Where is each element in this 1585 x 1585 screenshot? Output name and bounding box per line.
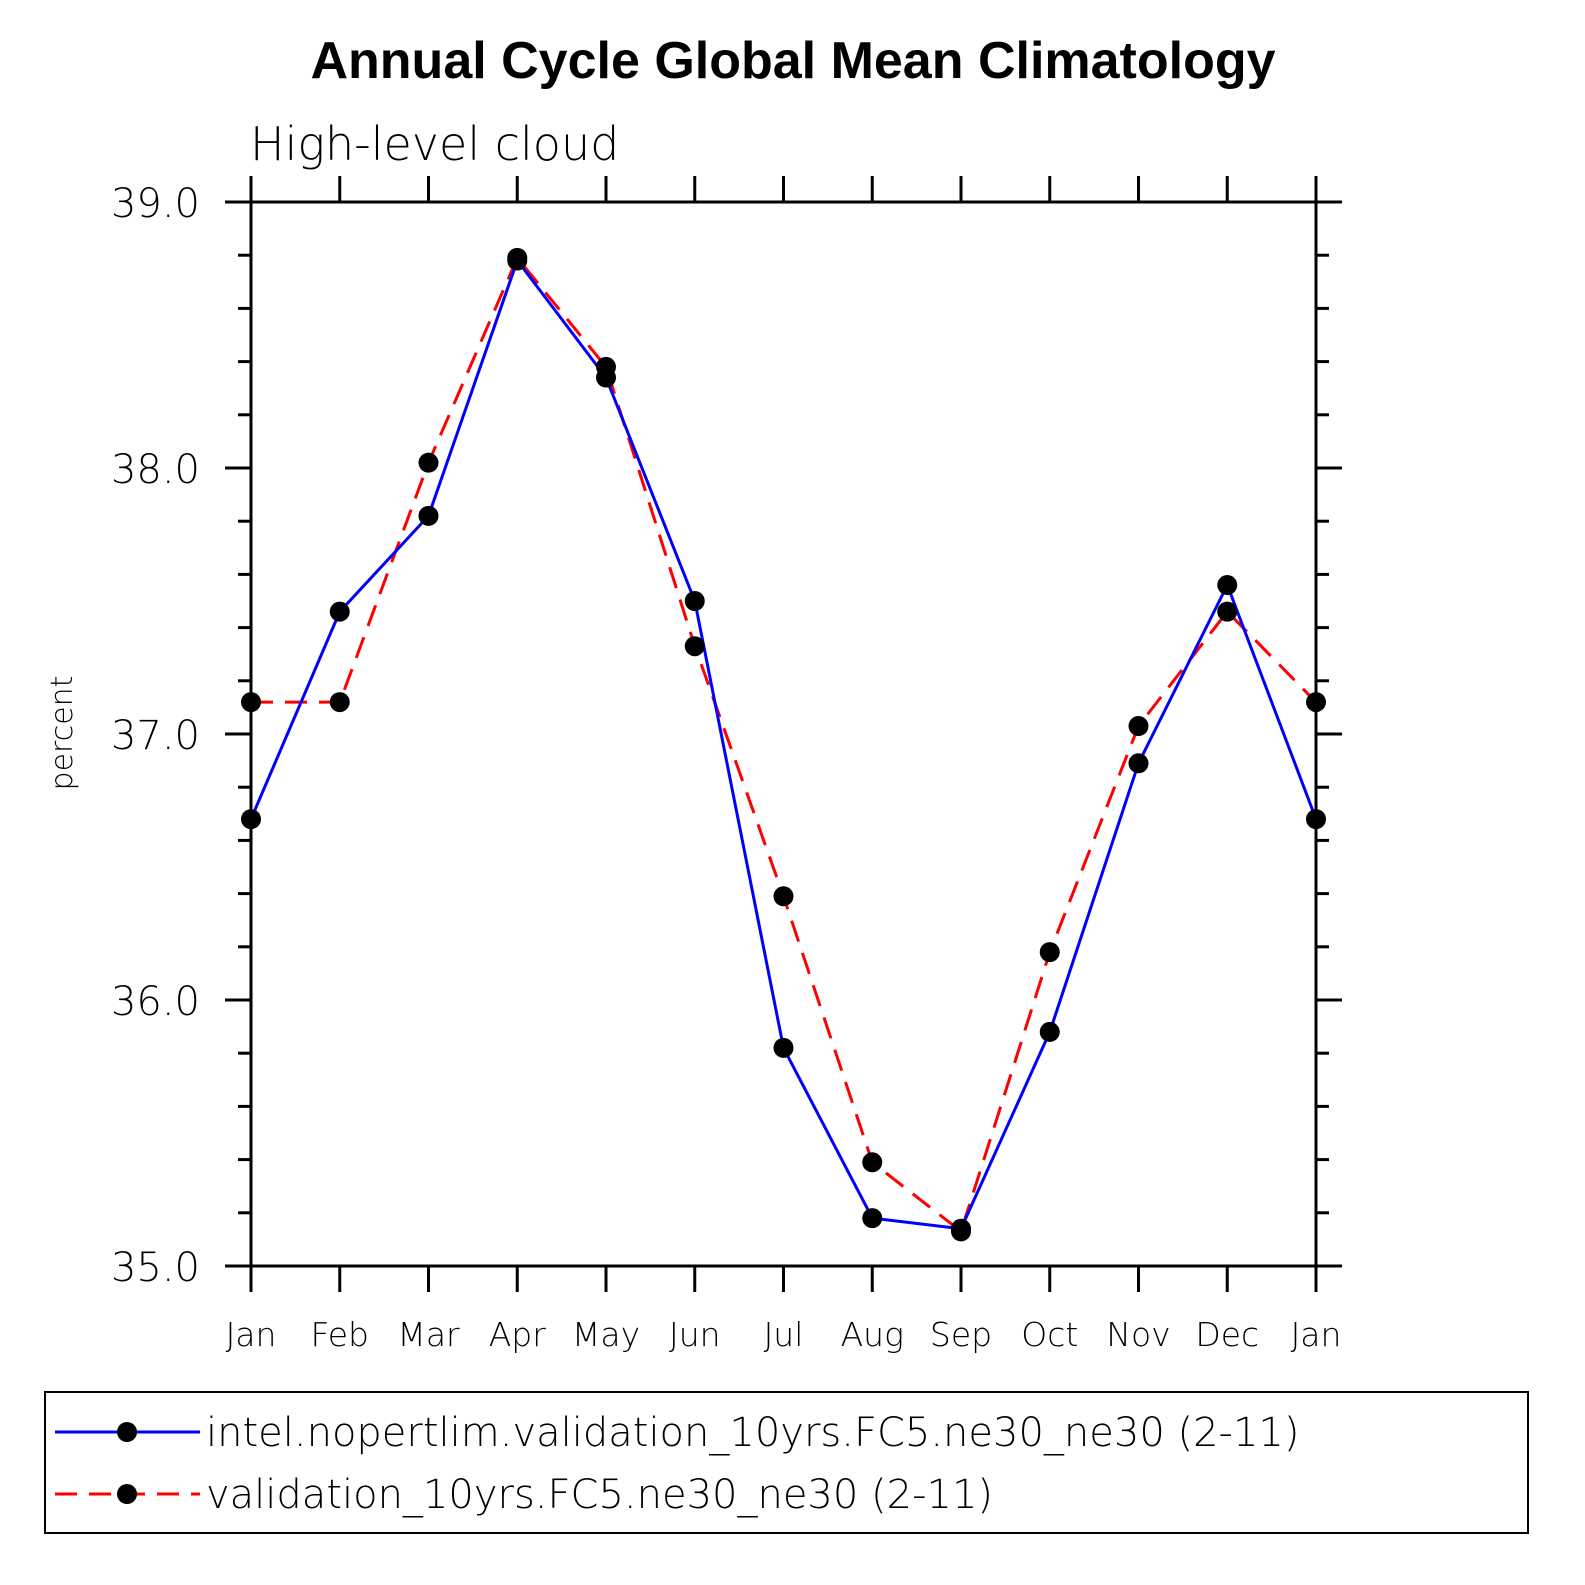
x-tick-label: Jan — [1291, 1315, 1342, 1354]
axis-ticks — [225, 176, 1342, 1292]
plot-frame — [249, 200, 1318, 1268]
series-line-0 — [249, 259, 1318, 1231]
x-tick-label: Aug — [841, 1315, 904, 1354]
series-0-point — [1217, 575, 1238, 596]
series-0-point — [684, 591, 705, 611]
series-1-point — [862, 1152, 883, 1173]
series-1-point — [684, 636, 705, 657]
series-0-point — [418, 505, 439, 526]
series-1-point — [951, 1221, 971, 1242]
chart-title: Annual Cycle Global Mean Climatology — [310, 32, 1275, 90]
y-tick-label: 38.0 — [111, 447, 200, 493]
series-1-point — [329, 692, 350, 713]
series-0-point — [1039, 1021, 1060, 1042]
series-1-point — [1217, 601, 1238, 622]
series-0-point — [862, 1208, 883, 1229]
y-tick-labels: 35.0 36.0 37.0 38.0 39.0 — [111, 181, 200, 1291]
y-tick-label: 39.0 — [111, 181, 200, 227]
x-tick-label: Jul — [764, 1315, 804, 1354]
series-1-point — [596, 356, 616, 377]
legend-label-0: intel.nopertlim.validation_10yrs.FC5.ne3… — [206, 1410, 1299, 1456]
series-1-point — [1128, 716, 1149, 737]
series-0-point — [773, 1037, 794, 1058]
x-tick-label: Oct — [1021, 1315, 1078, 1354]
series-line-1 — [251, 256, 1318, 1233]
x-tick-label: Jun — [669, 1315, 721, 1354]
chart-subtitle: High-level cloud — [250, 117, 619, 171]
x-tick-label: May — [572, 1315, 640, 1354]
series-1-point — [418, 452, 439, 473]
series-1-point — [773, 886, 794, 907]
series-1-point — [507, 247, 528, 268]
series-0-point — [1306, 809, 1326, 830]
y-tick-label: 36.0 — [111, 979, 200, 1025]
x-tick-label: Mar — [397, 1315, 460, 1354]
legend-label-1: validation_10yrs.FC5.ne30_ne30 (2-11) — [206, 1472, 993, 1518]
series-0-point — [329, 601, 350, 622]
y-tick-label: 37.0 — [111, 713, 200, 759]
series-1-point — [241, 692, 261, 713]
x-tick-label: Apr — [489, 1315, 547, 1354]
x-tick-label: Feb — [311, 1315, 369, 1354]
series-0-point — [241, 809, 261, 830]
x-tick-label: Dec — [1195, 1315, 1259, 1354]
x-tick-label: Sep — [930, 1315, 992, 1354]
series-layer — [241, 247, 1326, 1242]
legend-frame — [44, 1391, 1529, 1534]
x-tick-label: Jan — [226, 1315, 277, 1354]
legend-items: intel.nopertlim.validation_10yrs.FC5.ne3… — [55, 1410, 1299, 1518]
series-1-point — [1306, 692, 1326, 713]
series-1-point — [1039, 942, 1060, 963]
legend-marker-0 — [117, 1422, 137, 1442]
y-axis-label: percent — [45, 676, 80, 791]
x-tick-labels: Jan Feb Mar Apr May Jun Jul Aug Sep Oct Nov Dec Jan — [226, 1315, 1342, 1354]
x-tick-label: Nov — [1106, 1315, 1170, 1354]
series-0-point — [1128, 753, 1149, 774]
y-tick-label: 35.0 — [111, 1245, 200, 1291]
legend: intel.nopertlim.validation_10yrs.FC5.ne3… — [44, 1391, 1529, 1534]
legend-marker-1 — [117, 1484, 137, 1504]
